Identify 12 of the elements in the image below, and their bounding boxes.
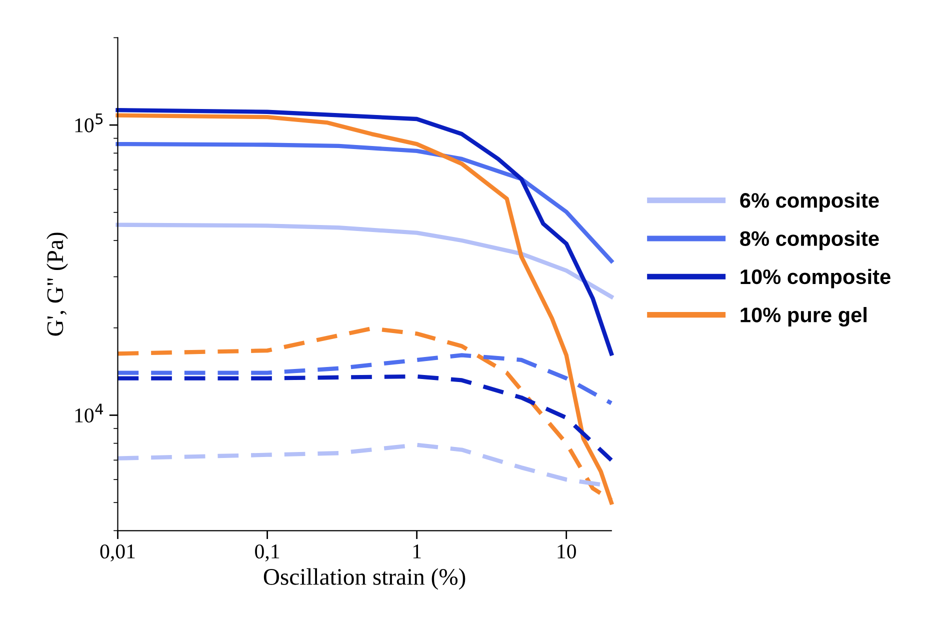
legend-label: 10% pure gel	[740, 307, 866, 327]
x-tick-label: 10	[558, 544, 576, 559]
x-tick-label: 0,01	[100, 544, 135, 562]
y-tick-label: 10$^{4}$	[75, 404, 104, 423]
legend-label: 8% composite	[740, 230, 879, 250]
legend-label: 10% composite	[740, 268, 890, 288]
x-tick-label: 1	[413, 544, 421, 558]
y-tick-label: 10$^{5}$	[75, 114, 103, 132]
x-axis-title: Oscillation strain (%)	[264, 568, 466, 590]
legend-label: 6% composite	[740, 192, 879, 212]
y-axis-title: G', G" (Pa)	[46, 232, 68, 336]
x-tick-label: 0,1	[255, 544, 280, 562]
